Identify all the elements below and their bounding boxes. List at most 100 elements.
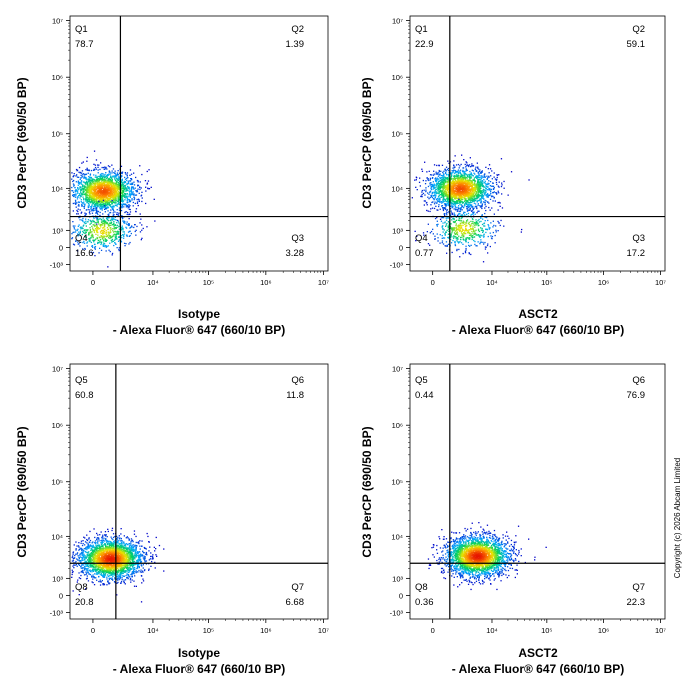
- event-dot: [115, 234, 117, 236]
- event-dot: [450, 173, 452, 175]
- event-dot: [117, 190, 119, 192]
- event-dot: [92, 178, 94, 180]
- event-dot: [461, 186, 464, 188]
- event-dot: [96, 194, 98, 196]
- event-dot: [104, 228, 106, 230]
- event-dot: [105, 175, 107, 177]
- event-dot: [458, 201, 461, 203]
- event-dot: [87, 197, 89, 199]
- event-dot: [133, 193, 135, 196]
- event-dot: [487, 168, 489, 170]
- event-dot: [421, 193, 423, 196]
- event-dot: [468, 164, 471, 166]
- event-dot: [447, 160, 449, 162]
- event-dot: [476, 199, 478, 201]
- event-dot: [108, 220, 110, 222]
- event-dot: [456, 177, 458, 180]
- event-dot: [460, 201, 462, 203]
- event-dot: [118, 192, 121, 194]
- event-dot: [99, 218, 101, 220]
- event-dot: [430, 208, 432, 210]
- event-dot: [107, 245, 109, 247]
- event-dot: [84, 212, 86, 214]
- event-dot: [478, 221, 481, 223]
- event-dot: [476, 177, 478, 179]
- event-dot: [110, 209, 112, 211]
- event-dot: [131, 192, 133, 194]
- event-dot: [110, 217, 113, 219]
- event-dot: [80, 174, 82, 176]
- event-dot: [476, 207, 478, 209]
- event-dot: [80, 182, 82, 184]
- event-dot: [107, 192, 110, 194]
- event-dot: [72, 176, 74, 178]
- event-dot: [418, 181, 421, 183]
- event-dot: [87, 221, 89, 223]
- event-dot: [92, 219, 94, 222]
- event-dot: [78, 182, 80, 185]
- event-dot: [441, 187, 444, 189]
- event-dot: [126, 177, 128, 180]
- event-dot: [114, 238, 116, 240]
- event-dot: [91, 195, 93, 197]
- event-dot: [124, 222, 126, 224]
- event-dot: [100, 201, 102, 203]
- event-dot: [113, 172, 115, 174]
- event-dot: [473, 192, 475, 194]
- event-dot: [458, 171, 460, 174]
- event-dot: [73, 179, 75, 182]
- event-dot: [146, 182, 149, 184]
- event-dot: [474, 188, 476, 190]
- event-dot: [96, 196, 98, 199]
- event-dot: [84, 189, 86, 191]
- event-dot: [489, 198, 492, 200]
- event-dot: [478, 210, 480, 212]
- event-dot: [97, 183, 99, 185]
- event-dot: [476, 183, 478, 185]
- event-dot: [478, 188, 480, 190]
- event-dot: [447, 191, 450, 193]
- event-dot: [470, 189, 472, 192]
- event-dot: [141, 224, 143, 226]
- event-dot: [106, 177, 108, 180]
- event-dot: [110, 184, 112, 187]
- event-dot: [472, 179, 474, 181]
- event-dot: [80, 177, 82, 179]
- event-dot: [474, 176, 477, 178]
- event-dot: [440, 184, 442, 186]
- event-dot: [133, 181, 135, 183]
- quadrant-q1-name: Q1: [75, 24, 88, 35]
- event-dot: [116, 173, 119, 175]
- event-dot: [102, 222, 104, 225]
- event-dot: [94, 169, 96, 171]
- event-dot: [438, 204, 440, 206]
- x-tick-label: 10⁷: [318, 278, 329, 287]
- event-dot: [421, 170, 424, 172]
- event-dot: [101, 203, 103, 205]
- event-dot: [113, 182, 115, 184]
- event-dot: [107, 178, 110, 180]
- event-dot: [113, 221, 115, 223]
- event-dot: [101, 172, 103, 175]
- event-dot: [98, 182, 100, 184]
- event-dot: [94, 248, 96, 250]
- event-dot: [103, 224, 106, 226]
- event-dot: [83, 177, 85, 179]
- event-dot: [130, 173, 133, 175]
- event-dot: [84, 186, 86, 188]
- event-dot: [140, 194, 143, 196]
- event-dot: [102, 205, 104, 208]
- event-dot: [419, 185, 421, 187]
- event-dot: [123, 188, 125, 190]
- event-dot: [107, 210, 109, 212]
- event-dot: [85, 194, 88, 196]
- event-dot: [104, 180, 106, 182]
- event-dot: [90, 222, 92, 224]
- event-dot: [91, 190, 93, 192]
- event-dot: [121, 196, 123, 198]
- event-dot: [116, 213, 118, 216]
- event-dot: [111, 200, 113, 202]
- event-dot: [101, 179, 104, 182]
- event-dot: [139, 181, 141, 183]
- event-dot: [107, 193, 109, 195]
